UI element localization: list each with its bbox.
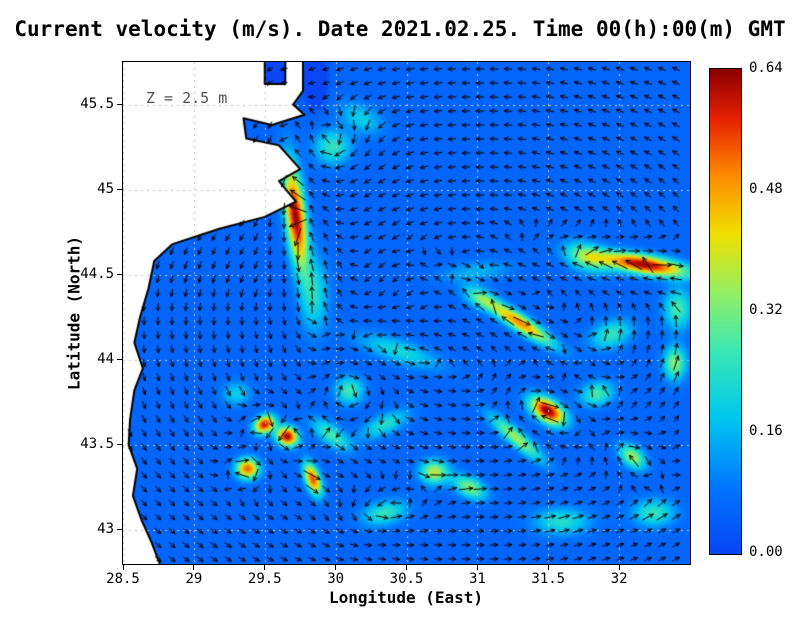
y-tick-mark [117,529,122,531]
x-tick-mark [193,565,195,570]
colorbar-tick-label: 0.48 [749,181,783,197]
x-tick-label: 32 [610,571,628,587]
x-tick-mark [335,565,337,570]
y-tick-mark [117,104,122,106]
y-tick-mark [117,359,122,361]
y-tick-label: 44.5 [80,265,114,282]
colorbar-tick-label: 0.00 [749,544,783,560]
y-tick-mark [117,189,122,191]
y-axis-label: Latitude (North) [64,235,84,391]
colorbar-tick-label: 0.16 [749,423,783,439]
y-tick-mark [117,274,122,276]
colorbar-tick-label: 0.32 [749,302,783,318]
x-tick-label: 30 [327,571,345,587]
x-tick-mark [264,565,266,570]
x-tick-mark [406,565,407,570]
y-tick-label: 44 [97,350,114,367]
y-tick-mark [117,444,122,446]
chart-title: Current velocity (m/s). Date 2021.02.25.… [14,17,786,41]
y-tick-label: 45 [97,180,114,197]
x-tick-label: 29.5 [247,571,282,587]
y-tick-label: 45.5 [80,95,114,112]
x-tick-mark [476,565,478,570]
y-tick-label: 43 [97,520,114,537]
colorbar-tick-label: 0.64 [749,60,783,76]
x-tick-mark [547,565,549,570]
x-tick-label: 29 [185,571,203,587]
x-tick-mark [122,565,124,570]
x-tick-label: 30.5 [389,571,424,587]
y-tick-label: 43.5 [80,435,114,452]
x-tick-label: 31.5 [531,571,566,587]
velocity-map-canvas [122,61,691,565]
colorbar-canvas [709,68,742,555]
depth-annotation: Z = 2.5 m [146,89,228,107]
x-axis-label: Longitude (East) [328,588,484,607]
x-tick-label: 28.5 [106,571,140,587]
x-tick-label: 31 [468,571,486,587]
x-tick-mark [618,565,620,570]
